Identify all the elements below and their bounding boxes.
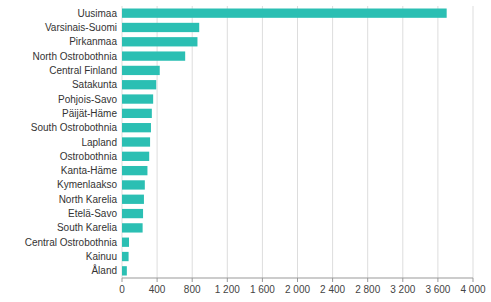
tick-mark (192, 278, 193, 282)
category-label: Ostrobothnia (60, 151, 118, 162)
category-label: North Ostrobothnia (33, 51, 118, 62)
tick-mark (367, 278, 368, 282)
grid-line (262, 6, 263, 278)
bars (122, 9, 447, 276)
category-label: South Ostrobothnia (31, 122, 118, 133)
grid-line (192, 6, 193, 278)
category-label: Etelä-Savo (68, 208, 117, 219)
grid-line (332, 6, 333, 278)
category-label: Pohjois-Savo (58, 94, 117, 105)
tick-label: 2 800 (355, 284, 380, 295)
tick-label: 1 200 (215, 284, 240, 295)
category-label: Uusimaa (78, 8, 118, 19)
tick-label: 3 600 (425, 284, 450, 295)
tick-mark (227, 278, 228, 282)
tick-mark (297, 278, 298, 282)
bar (122, 152, 149, 161)
bar (122, 109, 152, 118)
grid-line (402, 6, 403, 278)
tick-label: 2 000 (285, 284, 310, 295)
grid-line (437, 6, 438, 278)
tick-label: 0 (119, 284, 125, 295)
bar (122, 209, 143, 218)
grid-line (297, 6, 298, 278)
grid-line (157, 6, 158, 278)
bar (122, 80, 156, 89)
bar (122, 66, 160, 75)
category-label: Central Finland (49, 65, 117, 76)
category-label: Åland (91, 264, 117, 276)
category-label: Central Ostrobothnia (25, 237, 118, 248)
bar (122, 37, 197, 46)
tick-mark (332, 278, 333, 282)
category-label: Kanta-Häme (61, 165, 118, 176)
tick-mark (402, 278, 403, 282)
tick-label: 2 400 (320, 284, 345, 295)
tick-mark (157, 278, 158, 282)
bar (122, 123, 151, 132)
category-label: Varsinais-Suomi (45, 22, 117, 33)
category-label: Päijät-Häme (62, 108, 117, 119)
bar (122, 195, 144, 204)
tick-label: 3 200 (390, 284, 415, 295)
category-label: Kainuu (86, 251, 117, 262)
category-label: South Karelia (57, 222, 117, 233)
tick-mark (473, 278, 474, 282)
bar (122, 180, 145, 189)
bar (122, 9, 447, 18)
category-label: Lapland (81, 137, 117, 148)
x-axis-line (122, 278, 473, 279)
bar (122, 166, 147, 175)
grid-line (473, 6, 474, 278)
tick-mark (122, 278, 123, 282)
tick-mark (437, 278, 438, 282)
bar (122, 23, 199, 32)
tick-label: 1 600 (250, 284, 275, 295)
category-label: Satakunta (72, 79, 117, 90)
tick-label: 400 (149, 284, 166, 295)
grid (122, 6, 473, 278)
category-label: Kymenlaakso (57, 179, 117, 190)
tick-mark (262, 278, 263, 282)
chart: 0 400 800 1 200 1 600 2 000 2 400 2 800 3 200 3 6… (0, 0, 491, 302)
grid-line (367, 6, 368, 278)
tick-label: 4 000 (460, 284, 485, 295)
bar (122, 252, 129, 261)
category-label: North Karelia (59, 194, 118, 205)
tick-label: 800 (184, 284, 201, 295)
bar (122, 137, 150, 146)
bar (122, 266, 127, 275)
category-label: Pirkanmaa (69, 36, 117, 47)
bar (122, 94, 153, 103)
y-axis: Uusimaa Varsinais-Suomi Pirkanmaa North Ost… (25, 8, 118, 277)
bar (122, 223, 143, 232)
bar (122, 238, 129, 247)
bar (122, 51, 185, 60)
x-axis: 0 400 800 1 200 1 600 2 000 2 400 2 800 3 200 3 6… (119, 278, 486, 295)
grid-line (227, 6, 228, 278)
